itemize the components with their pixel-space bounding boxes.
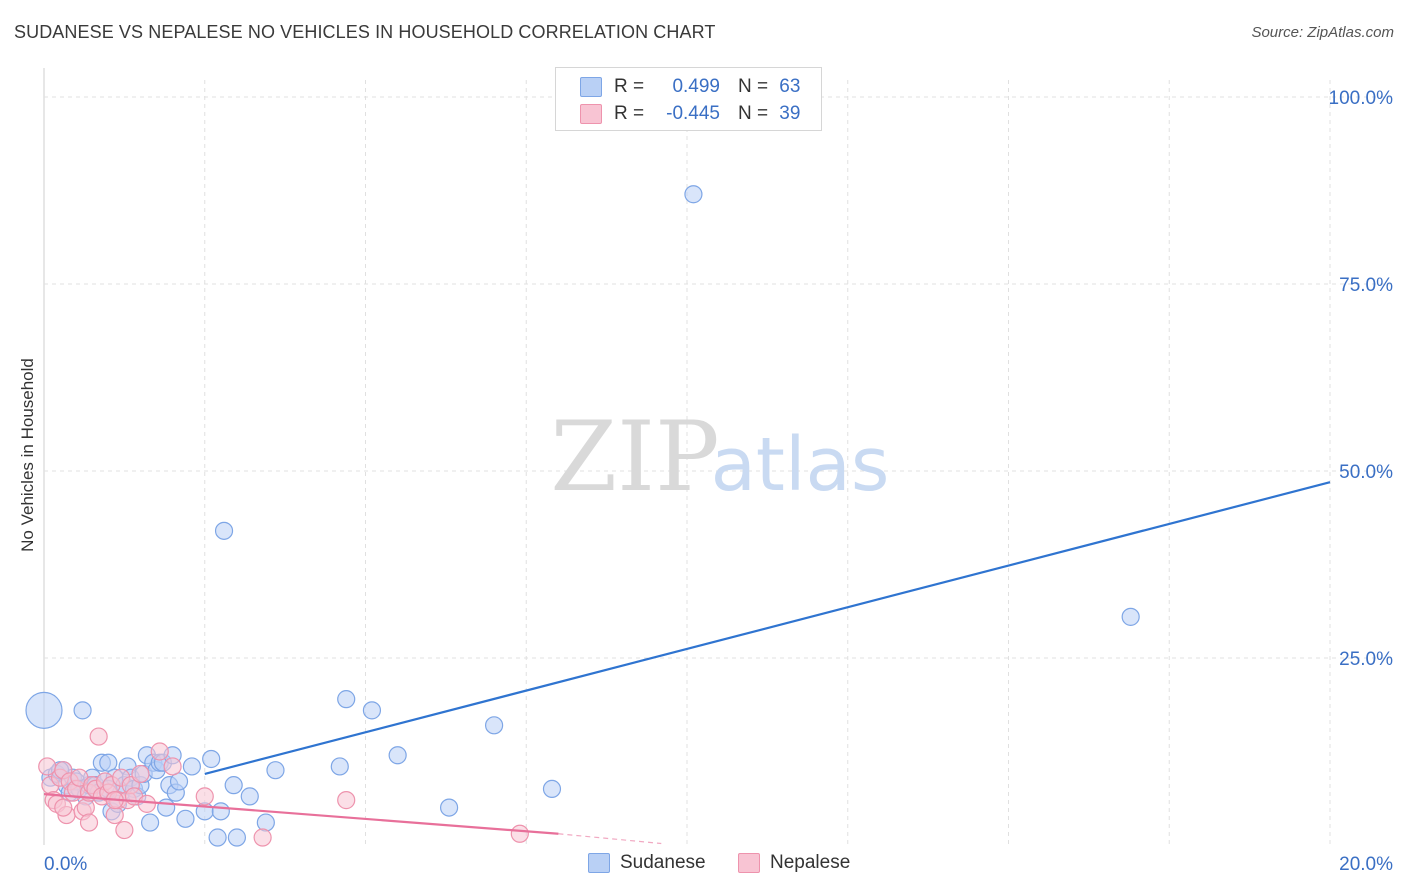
points-layer [25, 185, 1140, 847]
point-sudanese [202, 749, 221, 769]
x-tick-label: 20.0% [1339, 854, 1393, 875]
point-sudanese [224, 776, 243, 795]
point-nepalese [54, 798, 73, 817]
trend-line-nepalese [43, 793, 559, 835]
point-nepalese [79, 813, 99, 832]
chart-title: SUDANESE VS NEPALESE NO VEHICLES IN HOUS… [14, 22, 716, 42]
point-sudanese [542, 779, 562, 799]
trend-lines [43, 481, 1331, 845]
y-tick-label: 25.0% [1339, 649, 1393, 670]
point-nepalese [131, 764, 150, 784]
legend-n-label: N = [738, 76, 769, 97]
tick-labels: 25.0% 50.0% 75.0% 100.0% 0.0% 20.0% [44, 88, 1393, 875]
watermark: ZIP atlas [550, 401, 889, 513]
source-label: Source: ZipAtlas.com [1251, 24, 1394, 41]
series-name-sudanese: Sudanese [620, 852, 706, 873]
point-sudanese [227, 828, 246, 847]
point-sudanese [211, 802, 230, 821]
legend-n-label: N = [738, 103, 769, 124]
legend-r-value: -0.445 [666, 103, 720, 124]
point-sudanese [485, 716, 504, 735]
series-name-nepalese: Nepalese [770, 852, 851, 873]
watermark-zip: ZIP [550, 401, 719, 513]
point-sudanese [73, 701, 92, 720]
legend-swatch-sudanese [580, 76, 602, 97]
x-tick-label: 0.0% [44, 854, 87, 875]
series-legend-nepalese: Nepalese [738, 852, 850, 874]
legend-row-sudanese: R = 0.499 N = 63 [580, 74, 800, 100]
trend-extension-nepalese [558, 833, 662, 845]
y-axis-label: No Vehicles in Household [18, 358, 37, 552]
point-nepalese [195, 787, 214, 806]
point-sudanese [182, 757, 201, 776]
point-sudanese [140, 813, 160, 832]
correlation-legend: R = 0.499 N = 63 R = -0.445 N = 39 [555, 67, 822, 131]
series-swatch-nepalese [738, 852, 760, 873]
y-tick-label: 100.0% [1329, 88, 1394, 109]
y-tick-label: 75.0% [1339, 275, 1393, 296]
point-nepalese [89, 727, 108, 746]
legend-row-nepalese: R = -0.445 N = 39 [580, 101, 800, 127]
point-sudanese [362, 701, 382, 720]
point-sudanese [176, 809, 195, 828]
point-nepalese [253, 828, 272, 847]
point-sudanese [266, 761, 285, 780]
legend-r-label: R = [614, 76, 645, 97]
series-legend-sudanese: Sudanese [588, 852, 706, 874]
point-sudanese [337, 690, 356, 709]
point-nepalese [510, 824, 529, 843]
point-sudanese [157, 798, 176, 817]
point-sudanese [1121, 607, 1140, 626]
legend-n-value: 39 [779, 103, 801, 124]
watermark-atlas: atlas [711, 422, 890, 508]
point-sudanese [388, 746, 407, 765]
point-sudanese [99, 753, 118, 772]
point-nepalese [76, 798, 95, 817]
point-sudanese [240, 787, 259, 806]
y-tick-label: 50.0% [1339, 462, 1393, 483]
point-sudanese [208, 828, 227, 847]
point-sudanese [439, 798, 459, 817]
point-sudanese [684, 185, 703, 204]
point-sudanese [25, 691, 63, 729]
point-sudanese [169, 772, 189, 791]
legend-r-value: 0.499 [672, 76, 720, 97]
point-sudanese [330, 757, 349, 776]
point-nepalese [337, 791, 356, 810]
legend-n-value: 63 [779, 76, 801, 97]
point-nepalese [115, 820, 134, 840]
point-nepalese [150, 742, 169, 761]
point-sudanese [214, 521, 234, 540]
legend-swatch-nepalese [580, 103, 602, 124]
point-sudanese [256, 813, 275, 832]
point-nepalese [137, 794, 156, 813]
series-swatch-sudanese [588, 852, 610, 873]
legend-r-label: R = [614, 103, 645, 124]
point-nepalese [163, 757, 182, 776]
trend-line-sudanese [204, 481, 1331, 776]
